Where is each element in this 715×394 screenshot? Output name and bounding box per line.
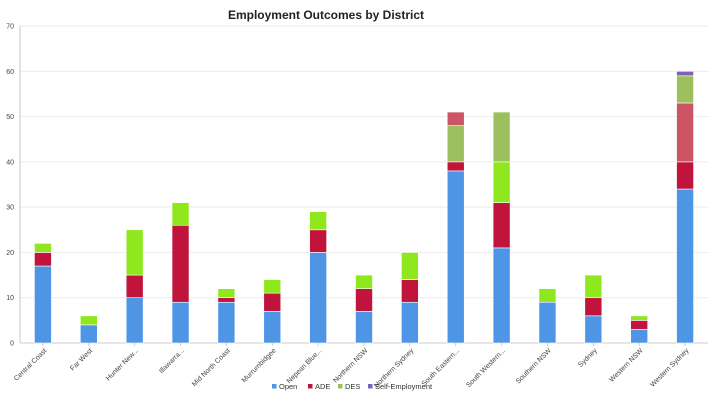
bar-segment-des bbox=[584, 274, 603, 299]
bar-segment-ade bbox=[446, 161, 465, 172]
bar-segment-des bbox=[80, 315, 98, 326]
bar-segment-des bbox=[492, 161, 511, 203]
x-tick-label: Illawarra... bbox=[158, 347, 186, 375]
legend: Open ADE DES Self-Employment bbox=[272, 382, 433, 391]
y-tick-label: 10 bbox=[6, 295, 14, 302]
bar-segment-ade bbox=[492, 202, 511, 249]
bar-segment-open bbox=[125, 297, 144, 344]
x-tick-label: Western NSW bbox=[608, 347, 644, 383]
bar-segment-des bbox=[34, 243, 52, 253]
gridlines bbox=[20, 25, 708, 299]
bar-segment-des bbox=[125, 229, 144, 276]
chart-title: Employment Outcomes by District bbox=[228, 8, 424, 22]
bar-segment-des bbox=[630, 315, 649, 321]
y-tick-label: 20 bbox=[6, 250, 14, 257]
legend-label: DES bbox=[345, 382, 360, 391]
bar-segment-des bbox=[217, 288, 236, 299]
bar-segment-des bbox=[538, 288, 557, 303]
x-tick-label: Far West bbox=[69, 347, 94, 372]
x-tick-label: Northern NSW bbox=[332, 347, 369, 384]
legend-label: Self-Employment bbox=[375, 382, 433, 391]
bar-segment-ade bbox=[217, 297, 236, 303]
x-tick-label: Nepean Blue... bbox=[286, 347, 324, 385]
bar-segment-open bbox=[584, 315, 603, 344]
legend-swatch bbox=[338, 384, 343, 389]
bar-segment-open bbox=[676, 188, 694, 344]
bar-segment-ade bbox=[446, 111, 465, 126]
bar-segment-des bbox=[355, 274, 373, 289]
bar-segment-open bbox=[446, 170, 465, 344]
y-tick-label: 50 bbox=[6, 114, 14, 121]
bar-segment-open bbox=[34, 265, 52, 344]
bar-segment-des bbox=[492, 111, 511, 163]
bar-segment-self-employment bbox=[676, 70, 694, 77]
bar-segment-open bbox=[492, 247, 511, 344]
x-tick-label: Hunter New... bbox=[105, 347, 140, 382]
bar-segment-ade bbox=[401, 279, 419, 303]
bar-segment-ade bbox=[34, 252, 52, 267]
bar-segment-des bbox=[263, 279, 282, 294]
bar-segment-open bbox=[630, 329, 649, 344]
x-tick-label: Western Sydney bbox=[649, 347, 691, 389]
y-tick-label: 0 bbox=[10, 341, 14, 348]
y-tick-label: 40 bbox=[6, 159, 14, 166]
legend-label: Open bbox=[279, 382, 297, 391]
bar-segment-ade bbox=[263, 292, 282, 312]
bar-segment-open bbox=[538, 301, 557, 344]
bar-segment-ade bbox=[125, 274, 144, 299]
bar-segment-open bbox=[355, 310, 373, 344]
legend-swatch bbox=[272, 384, 277, 389]
bars bbox=[34, 70, 694, 344]
bar-segment-ade bbox=[171, 224, 190, 303]
legend-swatch bbox=[308, 384, 313, 389]
bar-segment-open bbox=[401, 301, 419, 344]
legend-label: ADE bbox=[315, 382, 330, 391]
bar-segment-des bbox=[676, 75, 694, 104]
y-tick-label: 70 bbox=[6, 24, 14, 31]
y-tick-label: 60 bbox=[6, 69, 14, 76]
bar-segment-ade bbox=[630, 320, 649, 330]
bar-segment-ade bbox=[676, 102, 694, 163]
x-tick-label: Central Coast bbox=[13, 347, 48, 382]
bar-segment-ade bbox=[676, 161, 694, 190]
bar-segment-des bbox=[401, 252, 419, 280]
bar-segment-des bbox=[309, 211, 327, 231]
bar-segment-des bbox=[446, 125, 465, 163]
bar-segment-ade bbox=[355, 288, 373, 312]
bar-segment-open bbox=[171, 301, 190, 344]
x-tick-label: Murrumbidgee bbox=[241, 347, 278, 384]
bar-segment-open bbox=[263, 310, 282, 344]
x-tick-label: Mid North Coast bbox=[191, 347, 232, 388]
bar-segment-ade bbox=[309, 229, 327, 253]
bar-segment-des bbox=[171, 202, 190, 226]
bar-segment-open bbox=[309, 252, 327, 344]
bar-segment-open bbox=[217, 301, 236, 344]
bar-segment-open bbox=[80, 324, 98, 344]
bar-segment-ade bbox=[584, 297, 603, 317]
x-tick-label: Southern NSW bbox=[515, 347, 553, 385]
x-tick-label: Sydney bbox=[577, 347, 599, 369]
x-tick-label: South Western... bbox=[465, 347, 507, 389]
legend-swatch bbox=[368, 384, 373, 389]
y-tick-label: 30 bbox=[6, 205, 14, 212]
